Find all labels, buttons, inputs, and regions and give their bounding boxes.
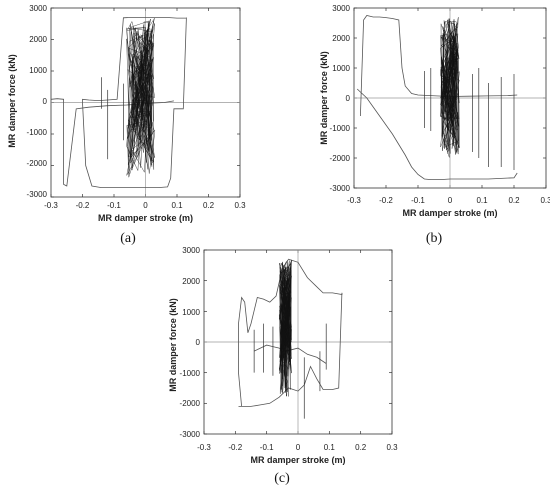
panel-label: (b) bbox=[426, 231, 443, 246]
x-tick-label: -0.1 bbox=[260, 443, 274, 452]
chart-panel-a: 3000 2000 1000 0 -1000 -2000 -3000 -0.3 … bbox=[7, 4, 246, 246]
plot-area bbox=[238, 258, 343, 419]
x-tick-label: 0.2 bbox=[508, 196, 520, 205]
hysteresis-series-line bbox=[360, 15, 518, 117]
hysteresis-series-line bbox=[238, 292, 343, 407]
y-tick-label: 0 bbox=[196, 338, 201, 347]
y-axis-label: MR damper force (kN) bbox=[168, 298, 178, 392]
y-tick-label: 3000 bbox=[29, 4, 47, 13]
chart-panel-b: 3000 2000 1000 0 -1000 -2000 -3000 -0.3 … bbox=[319, 4, 550, 246]
plot-area bbox=[356, 15, 518, 181]
y-tick-label: 2000 bbox=[332, 34, 350, 43]
y-axis-label: MR damper force (kN) bbox=[7, 54, 17, 148]
x-tick-label: 0.3 bbox=[540, 196, 550, 205]
y-tick-label: 1000 bbox=[29, 66, 47, 75]
dense-oscillation-cluster bbox=[126, 18, 156, 178]
dense-oscillation-cluster bbox=[278, 259, 292, 397]
y-tick-label: 2000 bbox=[29, 35, 47, 44]
x-axis-label: MR damper stroke (m) bbox=[98, 213, 193, 223]
x-tick-label: -0.1 bbox=[107, 201, 121, 210]
x-tick-label: 0.1 bbox=[476, 196, 488, 205]
y-tick-label: 0 bbox=[43, 97, 48, 106]
y-tick-label: 3000 bbox=[332, 4, 350, 13]
y-tick-label: 1000 bbox=[182, 308, 200, 317]
chart-panel-c: 3000 2000 1000 0 -1000 -2000 -3000 -0.3 … bbox=[168, 246, 398, 486]
y-tick-label: -1000 bbox=[330, 124, 351, 133]
hysteresis-series-line bbox=[238, 258, 343, 407]
x-tick-label: -0.2 bbox=[379, 196, 393, 205]
x-tick-label: 0.2 bbox=[203, 201, 215, 210]
x-tick-label: 0 bbox=[448, 196, 453, 205]
x-tick-label: -0.3 bbox=[44, 201, 58, 210]
x-tick-label: 0.3 bbox=[234, 201, 246, 210]
x-axis-label: MR damper stroke (m) bbox=[402, 208, 497, 218]
y-tick-label: -3000 bbox=[330, 184, 351, 193]
x-tick-label: 0.1 bbox=[171, 201, 183, 210]
y-tick-label: 3000 bbox=[182, 246, 200, 255]
y-tick-label: -1000 bbox=[180, 369, 201, 378]
panel-label: (a) bbox=[120, 231, 136, 246]
x-axis-label: MR damper stroke (m) bbox=[250, 455, 345, 465]
x-tick-label: -0.3 bbox=[347, 196, 361, 205]
x-tick-label: -0.1 bbox=[411, 196, 425, 205]
x-tick-label: -0.2 bbox=[76, 201, 90, 210]
hysteresis-series-line bbox=[82, 17, 187, 189]
x-tick-label: 0.1 bbox=[324, 443, 336, 452]
x-tick-label: 0.2 bbox=[355, 443, 367, 452]
hysteresis-series-line bbox=[51, 98, 174, 187]
plot-area bbox=[51, 17, 187, 189]
y-tick-label: -3000 bbox=[27, 190, 48, 199]
y-tick-label: 2000 bbox=[182, 277, 200, 286]
dense-oscillation-cluster bbox=[440, 17, 460, 158]
hysteresis-series-line bbox=[356, 88, 518, 181]
y-tick-label: -2000 bbox=[27, 159, 48, 168]
x-tick-label: 0 bbox=[143, 201, 148, 210]
x-tick-label: 0.3 bbox=[386, 443, 398, 452]
y-tick-label: -1000 bbox=[27, 128, 48, 137]
x-tick-label: 0 bbox=[296, 443, 301, 452]
panel-label: (c) bbox=[274, 471, 290, 486]
y-tick-label: -3000 bbox=[180, 430, 201, 439]
y-axis-label: MR damper force (kN) bbox=[319, 51, 329, 145]
y-tick-label: 1000 bbox=[332, 64, 350, 73]
y-tick-label: 0 bbox=[346, 94, 351, 103]
y-tick-label: -2000 bbox=[180, 399, 201, 408]
y-tick-label: -2000 bbox=[330, 154, 351, 163]
x-tick-label: -0.3 bbox=[197, 443, 211, 452]
x-tick-label: -0.2 bbox=[228, 443, 242, 452]
